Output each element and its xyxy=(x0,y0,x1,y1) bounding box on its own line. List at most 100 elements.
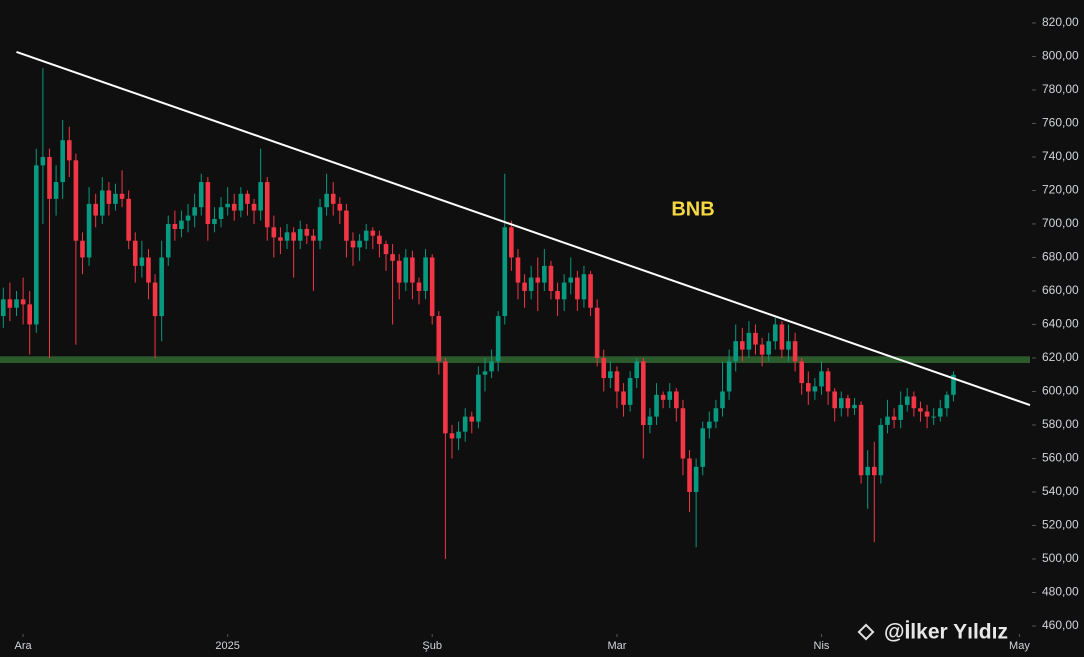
chart-title: BNB xyxy=(671,198,714,220)
candle-body xyxy=(212,218,217,224)
candle-body xyxy=(799,361,804,384)
candle-body xyxy=(542,265,547,283)
plot-area xyxy=(0,50,1031,559)
candle-body xyxy=(601,357,607,379)
candle-body xyxy=(436,316,442,362)
candle-body xyxy=(937,408,943,417)
trendline xyxy=(16,50,1031,406)
candle-body xyxy=(608,371,613,379)
candle-body xyxy=(179,220,184,229)
candle-body xyxy=(575,277,580,300)
candle-body xyxy=(951,374,956,395)
candle-body xyxy=(588,274,593,308)
candle-body xyxy=(819,371,824,387)
candle-body xyxy=(674,391,679,409)
candle-body xyxy=(152,282,158,317)
candle-body xyxy=(858,404,864,476)
candle-body xyxy=(687,458,692,492)
y-tick-label: 620,00 xyxy=(1042,350,1079,364)
candle-body xyxy=(561,282,567,300)
candle-body xyxy=(614,371,620,392)
candle-body xyxy=(192,207,197,216)
candle-body xyxy=(449,433,455,439)
candle-body xyxy=(20,299,26,305)
y-tick-label: 600,00 xyxy=(1042,384,1079,398)
y-tick-label: 700,00 xyxy=(1042,216,1079,230)
candle-body xyxy=(555,290,560,300)
y-tick-label: 560,00 xyxy=(1042,451,1079,465)
candle-body xyxy=(594,307,600,358)
candle-body xyxy=(410,257,415,283)
candle-body xyxy=(66,140,72,161)
candle-body xyxy=(871,466,877,476)
y-tick-label: 580,00 xyxy=(1042,417,1079,431)
candle-body xyxy=(40,156,46,166)
candle-body xyxy=(726,361,732,392)
candle-body xyxy=(185,215,191,221)
candle-body xyxy=(581,274,587,300)
candle-body xyxy=(363,230,369,241)
y-tick-label: 640,00 xyxy=(1042,317,1079,331)
candle-body xyxy=(99,190,105,216)
candle-body xyxy=(0,299,6,317)
candle-body xyxy=(627,378,633,405)
candle-body xyxy=(469,416,475,422)
y-tick-label: 760,00 xyxy=(1042,116,1079,130)
candle-body xyxy=(509,227,514,258)
candle-body xyxy=(297,228,303,241)
candle-body xyxy=(357,240,362,248)
candle-body xyxy=(852,404,857,409)
candle-body xyxy=(634,361,640,379)
candle-body xyxy=(647,416,653,425)
candle-body xyxy=(476,374,481,422)
candle-body xyxy=(720,391,725,409)
candle-body xyxy=(911,396,917,409)
x-tick-label: 2025 xyxy=(215,640,239,652)
candle-body xyxy=(766,341,772,355)
y-tick-label: 500,00 xyxy=(1042,551,1079,565)
watermark: @İlker Yıldız xyxy=(884,621,1008,644)
x-tick-label: Nis xyxy=(814,640,830,652)
candle-body xyxy=(621,391,626,405)
candle-body xyxy=(878,424,884,476)
candle-body xyxy=(845,398,851,409)
y-tick-label: 800,00 xyxy=(1042,49,1079,63)
candle-body xyxy=(832,391,837,409)
candle-body xyxy=(251,203,257,211)
candle-body xyxy=(641,361,646,425)
candle-body xyxy=(495,316,501,362)
candle-body xyxy=(370,230,376,236)
candle-body xyxy=(126,198,131,241)
x-tick-label: May xyxy=(1009,640,1030,652)
candle-body xyxy=(746,332,752,350)
candle-body xyxy=(918,408,923,412)
candle-body xyxy=(779,324,785,350)
y-tick-label: 660,00 xyxy=(1042,283,1079,297)
candle-body xyxy=(396,260,402,283)
candle-body xyxy=(429,257,435,317)
candle-body xyxy=(33,165,39,325)
candle-body xyxy=(14,299,19,308)
candle-body xyxy=(667,391,673,400)
candle-body xyxy=(885,416,890,425)
candle-body xyxy=(284,232,290,241)
candle-body xyxy=(264,182,270,228)
candle-body xyxy=(759,344,765,355)
candle-body xyxy=(86,203,92,258)
y-tick-label: 520,00 xyxy=(1042,518,1079,532)
candle-body xyxy=(324,193,329,208)
candle-body xyxy=(350,240,356,248)
x-tick-label: Ara xyxy=(15,640,33,652)
candle-body xyxy=(548,265,554,291)
candle-body xyxy=(489,361,494,372)
y-tick-label: 820,00 xyxy=(1042,15,1079,29)
candle-body xyxy=(792,341,798,362)
candle-body xyxy=(522,282,527,291)
candle-body xyxy=(753,332,758,345)
candle-body xyxy=(317,207,323,241)
x-tick-label: Mar xyxy=(607,640,626,652)
candle-body xyxy=(330,193,336,204)
candle-body xyxy=(139,257,145,266)
y-tick-label: 680,00 xyxy=(1042,250,1079,264)
